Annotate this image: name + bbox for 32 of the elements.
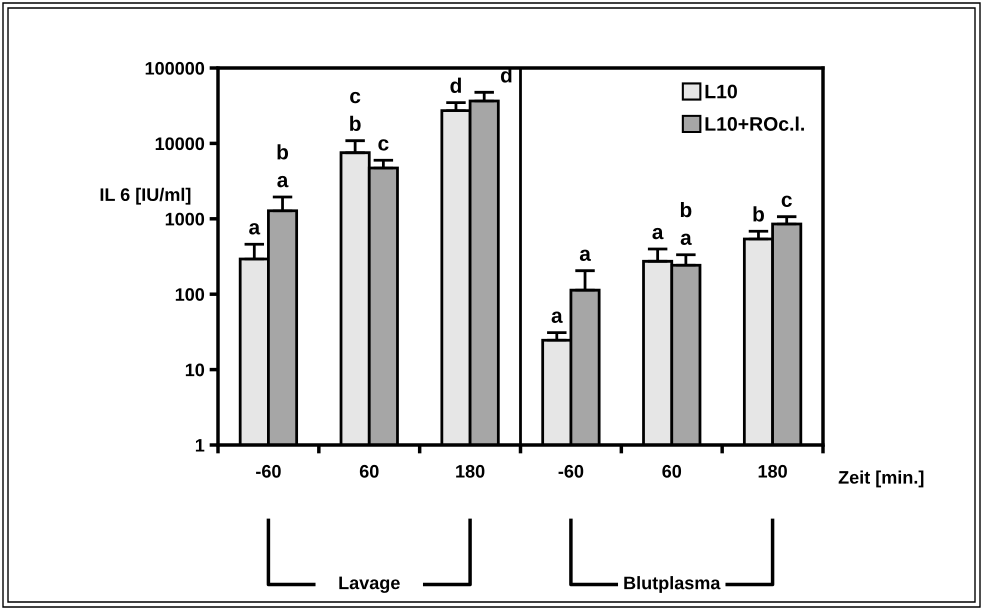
y-tick-label: 100000 bbox=[146, 62, 204, 75]
x-tick-label: 180 bbox=[758, 464, 787, 478]
text: Lavage bbox=[339, 576, 400, 593]
y-tick-label: 1000 bbox=[166, 212, 204, 226]
y-axis-title: IL 6 [IU/ml] bbox=[100, 188, 190, 205]
text: Blutplasma bbox=[624, 576, 721, 593]
annotation: b bbox=[680, 202, 692, 218]
x-tick-label: 180 bbox=[456, 464, 484, 478]
annotation: a bbox=[552, 312, 563, 323]
annotation: a bbox=[680, 234, 692, 246]
annotation: d bbox=[450, 78, 461, 93]
annotation: c bbox=[378, 139, 389, 151]
y-tick-label: 10000 bbox=[156, 137, 204, 150]
annotation: b bbox=[278, 144, 288, 160]
annotation: a bbox=[277, 176, 288, 188]
annotation: c bbox=[782, 196, 792, 207]
x-tick-label: -60 bbox=[256, 464, 281, 478]
annotation: a bbox=[249, 223, 260, 235]
annotation: a bbox=[652, 228, 664, 240]
x-tick-label: 60 bbox=[662, 464, 682, 478]
y-tick-label: 100 bbox=[176, 288, 204, 301]
annotation: c bbox=[350, 92, 360, 104]
y-tick-label: 1 bbox=[196, 439, 204, 452]
annotation: a bbox=[580, 250, 591, 262]
y-tick-label: 10 bbox=[186, 364, 204, 376]
legend-label: L10+ROc.l. bbox=[706, 116, 804, 131]
x-tick-label: 60 bbox=[360, 464, 379, 478]
annotation: b bbox=[350, 116, 361, 132]
annotation: b bbox=[753, 206, 764, 222]
x-axis-title: Zeit [min.] bbox=[838, 470, 924, 488]
x-tick-label: -60 bbox=[558, 464, 584, 478]
legend-label: L10 bbox=[706, 84, 737, 98]
